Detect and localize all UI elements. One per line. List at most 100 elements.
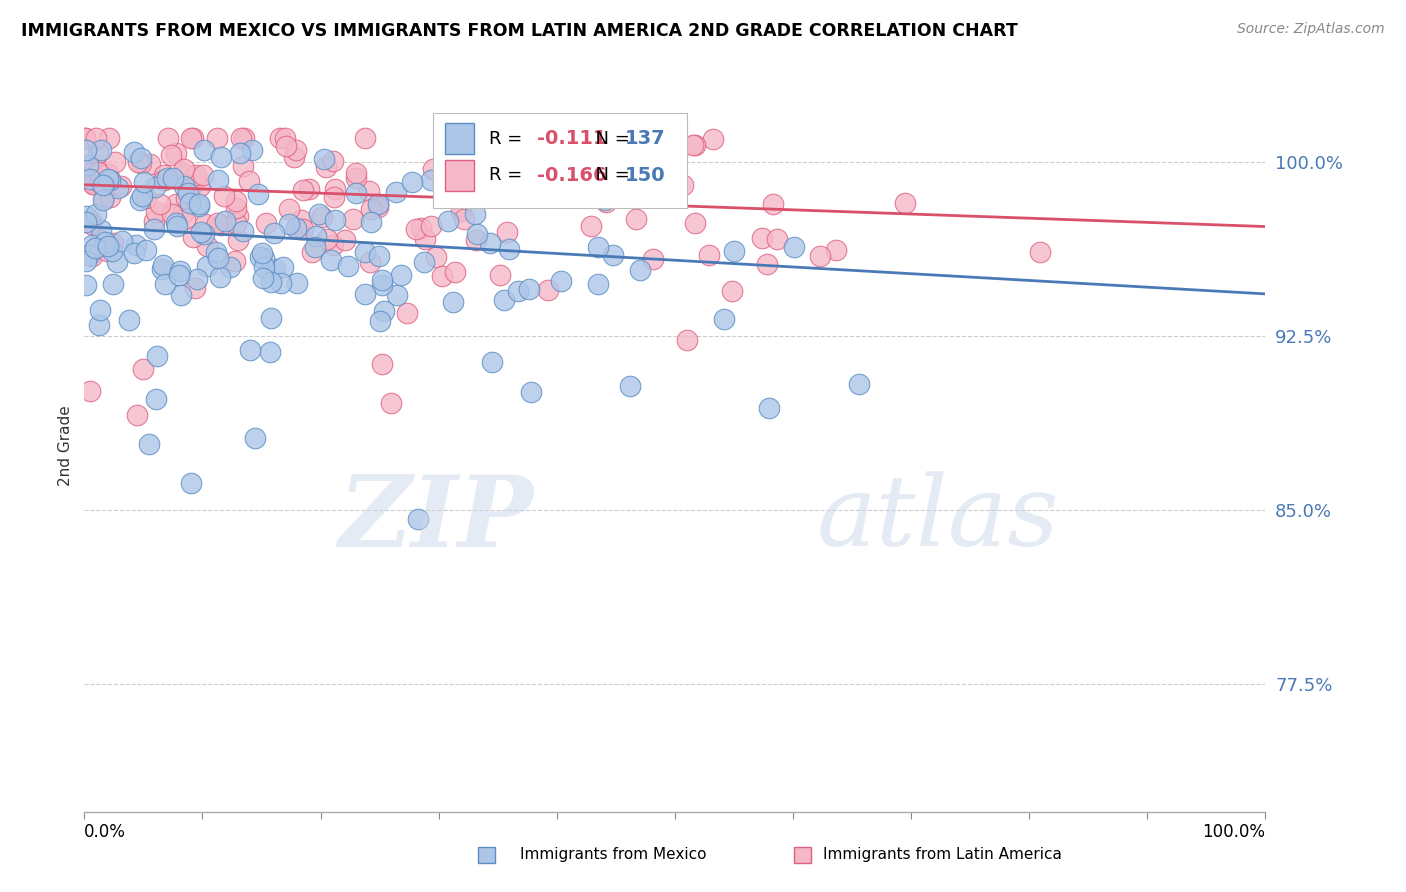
Point	[441, 294, 464, 309]
Point	[162, 170, 184, 185]
Point	[464, 207, 486, 221]
Point	[97, 171, 120, 186]
Point	[122, 245, 145, 260]
Text: 0.0%: 0.0%	[84, 823, 127, 841]
Point	[249, 251, 271, 265]
Point	[152, 261, 174, 276]
Point	[520, 385, 543, 400]
Point	[152, 258, 174, 272]
Point	[82, 177, 104, 191]
Point	[277, 217, 299, 231]
Point	[512, 174, 534, 188]
Point	[342, 212, 364, 227]
Point	[259, 344, 281, 359]
Point	[283, 150, 305, 164]
Point	[153, 168, 176, 182]
Point	[502, 155, 524, 169]
Point	[188, 197, 211, 211]
Point	[207, 251, 229, 265]
Point	[173, 161, 195, 176]
Point	[132, 175, 155, 189]
Point	[457, 162, 479, 177]
Point	[304, 240, 326, 254]
Point	[260, 310, 283, 325]
Point	[228, 209, 250, 223]
Point	[160, 207, 183, 221]
Point	[401, 174, 423, 188]
Point	[702, 132, 724, 146]
Text: -0.166: -0.166	[537, 166, 606, 185]
Point	[359, 254, 381, 268]
Point	[82, 238, 104, 252]
Point	[413, 254, 436, 268]
Point	[894, 195, 917, 210]
Point	[122, 145, 145, 159]
Point	[368, 314, 391, 328]
FancyBboxPatch shape	[444, 123, 474, 154]
Point	[193, 227, 215, 241]
Point	[406, 512, 429, 526]
Point	[87, 146, 110, 161]
Point	[508, 284, 530, 298]
Point	[444, 265, 467, 279]
Point	[111, 234, 134, 248]
Text: 100.0%: 100.0%	[1202, 823, 1265, 841]
Point	[367, 249, 389, 263]
Point	[179, 195, 201, 210]
Point	[174, 191, 197, 205]
Point	[89, 176, 111, 190]
Point	[346, 186, 368, 200]
Text: R =: R =	[489, 130, 529, 148]
Point	[125, 409, 148, 423]
Point	[624, 174, 647, 188]
Point	[354, 286, 377, 301]
Point	[595, 195, 617, 210]
Point	[323, 189, 346, 203]
Point	[195, 259, 218, 273]
Point	[187, 199, 209, 213]
Point	[384, 186, 406, 200]
Point	[367, 200, 389, 214]
Point	[751, 230, 773, 244]
Point	[135, 243, 157, 257]
Point	[207, 173, 229, 187]
Text: -0.111: -0.111	[537, 129, 606, 148]
Point	[533, 146, 555, 161]
Point	[685, 138, 707, 153]
Point	[176, 186, 198, 200]
Point	[697, 248, 720, 262]
Point	[419, 219, 441, 234]
Text: atlas: atlas	[817, 472, 1059, 566]
Point	[247, 187, 270, 202]
Point	[252, 251, 274, 265]
Point	[489, 268, 512, 282]
Point	[367, 197, 389, 211]
Point	[79, 172, 101, 186]
Point	[782, 240, 804, 254]
Point	[437, 214, 460, 228]
Point	[143, 214, 166, 228]
Point	[75, 131, 97, 145]
Point	[180, 131, 202, 145]
Point	[97, 131, 120, 145]
FancyBboxPatch shape	[433, 113, 686, 209]
Point	[101, 235, 124, 250]
Point	[91, 178, 114, 193]
Point	[149, 197, 172, 211]
Point	[80, 218, 103, 232]
Point	[479, 236, 502, 251]
Point	[315, 232, 337, 246]
Point	[274, 131, 297, 145]
Text: Immigrants from Mexico: Immigrants from Mexico	[520, 847, 707, 862]
Point	[214, 188, 236, 202]
Point	[156, 171, 179, 186]
Point	[83, 164, 105, 178]
Point	[389, 268, 412, 283]
Point	[79, 384, 101, 399]
Point	[172, 206, 194, 220]
Point	[263, 226, 285, 240]
Point	[425, 251, 447, 265]
Point	[135, 191, 157, 205]
Point	[89, 233, 111, 247]
Point	[298, 182, 321, 196]
